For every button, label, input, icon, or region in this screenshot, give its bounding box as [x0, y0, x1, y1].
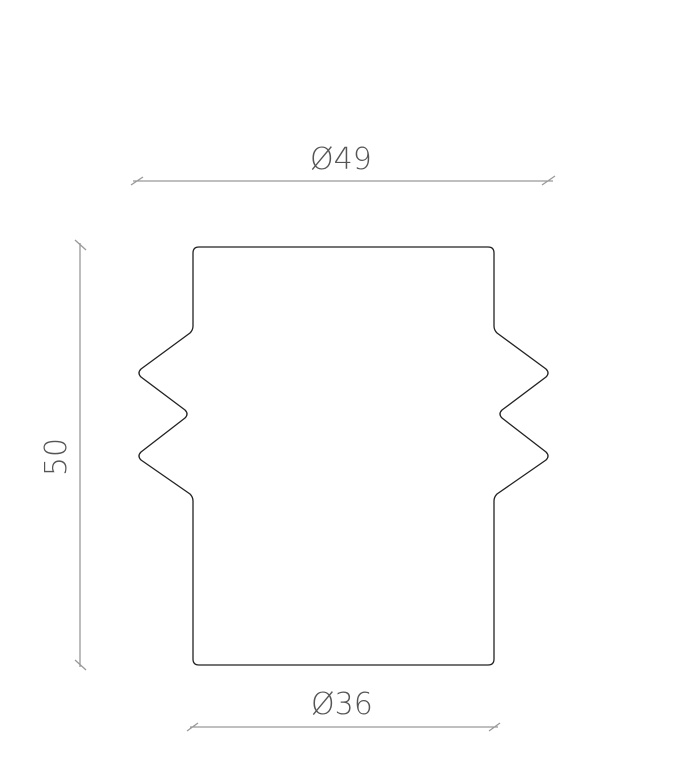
bottom-dimension-line	[186, 722, 501, 732]
product-outline	[138, 246, 549, 666]
top-dimension-line	[130, 175, 556, 186]
bottom-diameter-label: Ø36	[311, 687, 373, 722]
height-dimension-line	[74, 239, 87, 671]
height-label: 50	[39, 437, 75, 477]
top-diameter-label: Ø49	[310, 142, 372, 177]
